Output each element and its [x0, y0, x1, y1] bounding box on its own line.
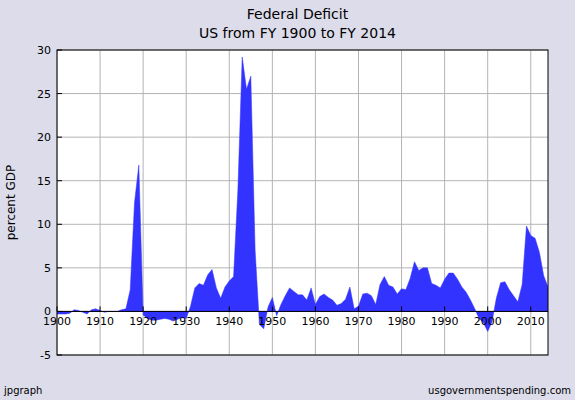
- grid-line: [315, 50, 316, 355]
- x-tick-label: 1910: [86, 315, 114, 328]
- y-tick-label: 5: [44, 262, 51, 275]
- y-tick-label: -5: [40, 349, 51, 362]
- tick: [57, 180, 62, 181]
- grid-line: [444, 50, 445, 355]
- x-tick-label: 1900: [43, 315, 71, 328]
- y-tick-label: 20: [37, 131, 51, 144]
- tick: [186, 306, 187, 311]
- x-tick-label: 1940: [215, 315, 243, 328]
- plot-area: [57, 50, 548, 355]
- chart: -505101520253019001910192019301940195019…: [0, 0, 575, 400]
- grid-line: [186, 50, 187, 355]
- tick: [444, 306, 445, 311]
- tick: [57, 355, 62, 356]
- tick: [57, 93, 62, 94]
- grid-line: [272, 50, 273, 355]
- tick: [143, 306, 144, 311]
- x-tick-label: 1970: [344, 315, 372, 328]
- x-tick-label: 1920: [129, 315, 157, 328]
- y-tick-label: 15: [37, 175, 51, 188]
- x-tick-label: 1930: [172, 315, 200, 328]
- title: Federal Deficit: [247, 6, 349, 22]
- grid-line: [100, 50, 101, 355]
- tick: [57, 311, 62, 312]
- tick: [57, 137, 62, 138]
- grid-line: [57, 311, 548, 312]
- x-axis: [57, 311, 548, 312]
- tick: [358, 306, 359, 311]
- x-tick-label: 1980: [388, 315, 416, 328]
- x-tick-label: 1990: [431, 315, 459, 328]
- subtitle: US from FY 1900 to FY 2014: [199, 25, 396, 41]
- x-tick-label: 1960: [301, 315, 329, 328]
- tick: [57, 224, 62, 225]
- y-tick-label: 30: [37, 44, 51, 57]
- x-tick-label: 2000: [474, 315, 502, 328]
- tick: [530, 306, 531, 311]
- tick: [272, 306, 273, 311]
- grid-line: [487, 50, 488, 355]
- tick: [229, 306, 230, 311]
- y-axis-label: percent GDP: [4, 165, 18, 241]
- annotation: jpgraph: [3, 385, 42, 396]
- grid-line: [57, 137, 548, 138]
- plot-group: [57, 57, 548, 332]
- y-tick-label: 25: [37, 88, 51, 101]
- grid-line: [57, 267, 548, 268]
- tick: [57, 306, 58, 311]
- grid-line: [229, 50, 230, 355]
- grid-line: [57, 180, 548, 181]
- plot-frame: [57, 50, 548, 355]
- tick: [57, 50, 62, 51]
- tick: [315, 306, 316, 311]
- y-tick-label: 10: [37, 218, 51, 231]
- background: [0, 0, 575, 400]
- grid-line: [57, 224, 548, 225]
- grid-line: [143, 50, 144, 355]
- annotation: usgovernmentspending.com: [428, 385, 571, 396]
- tick: [401, 306, 402, 311]
- grid-line: [57, 93, 548, 94]
- tick: [487, 306, 488, 311]
- grid-line: [530, 50, 531, 355]
- x-tick-label: 1950: [258, 315, 286, 328]
- x-tick-label: 2010: [517, 315, 545, 328]
- tick: [57, 267, 62, 268]
- grid-line: [401, 50, 402, 355]
- area: [57, 57, 548, 332]
- tick: [100, 306, 101, 311]
- grid-line: [358, 50, 359, 355]
